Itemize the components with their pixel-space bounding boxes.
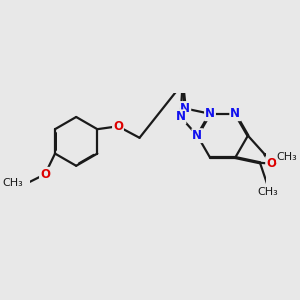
Text: N: N bbox=[180, 102, 190, 115]
Text: O: O bbox=[113, 120, 123, 133]
Text: N: N bbox=[230, 107, 240, 120]
Text: O: O bbox=[40, 168, 50, 181]
Text: O: O bbox=[266, 157, 276, 170]
Text: N: N bbox=[192, 129, 203, 142]
Text: CH₃: CH₃ bbox=[3, 178, 23, 188]
Text: N: N bbox=[176, 110, 185, 123]
Text: CH₃: CH₃ bbox=[277, 152, 298, 162]
Text: N: N bbox=[205, 107, 215, 120]
Text: CH₃: CH₃ bbox=[257, 187, 278, 196]
